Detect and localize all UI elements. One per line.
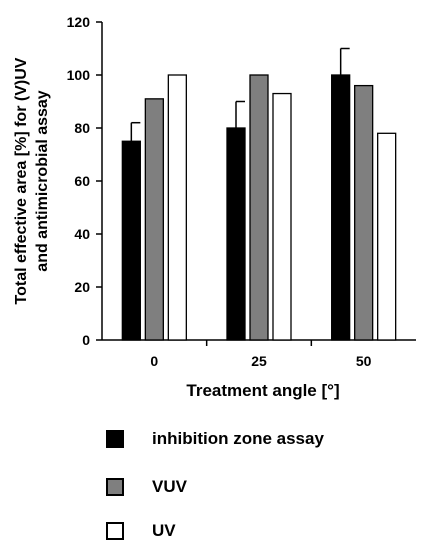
legend-label-uv: UV <box>152 521 176 540</box>
bar-inhibition-zone-assay-0 <box>121 140 141 341</box>
y-tick-label-20: 20 <box>74 279 90 295</box>
y-tick-label-80: 80 <box>74 120 90 136</box>
bar-vuv-0 <box>144 98 164 341</box>
legend-label-inhibition-zone-assay: inhibition zone assay <box>152 429 324 448</box>
y-axis-label-line-2: and antimicrobial assay <box>34 90 51 272</box>
legend-item-inhibition-zone-assay: inhibition zone assay <box>106 428 406 450</box>
legend-swatch-vuv <box>106 478 124 496</box>
bar-vuv-50 <box>354 84 374 341</box>
bar-uv-25 <box>272 92 292 341</box>
bar-inhibition-zone-assay-25 <box>226 127 246 341</box>
bar-inhibition-zone-assay-50 <box>331 74 351 341</box>
chart: 0 20 40 60 80 100 120 0 25 50 Treatment angle [°] T… <box>13 14 416 400</box>
legend-swatch-inhibition-zone-assay <box>106 430 124 448</box>
x-axis-label: Treatment angle [°] <box>186 381 339 400</box>
legend-label-vuv: VUV <box>152 477 187 496</box>
y-tick-label-40: 40 <box>74 226 90 242</box>
legend-swatch-uv <box>106 522 124 540</box>
bar-uv-50 <box>377 132 397 341</box>
y-tick-label-100: 100 <box>67 67 91 83</box>
y-tick-label-60: 60 <box>74 173 90 189</box>
y-tick-label-0: 0 <box>82 332 90 348</box>
x-tick-label-25: 25 <box>251 353 267 369</box>
bar-chart: 0 20 40 60 80 100 120 0 25 50 Treatment angle [°] T… <box>13 14 416 400</box>
x-tick-label-50: 50 <box>356 353 372 369</box>
bar-vuv-25 <box>249 74 269 341</box>
legend-item-uv: UV <box>106 520 406 542</box>
y-axis-label-line-1: Total effective area [%] for (V)UV <box>13 57 30 304</box>
y-tick-label-120: 120 <box>67 14 91 30</box>
bar-uv-0 <box>167 74 187 341</box>
x-tick-label-0: 0 <box>150 353 158 369</box>
legend-item-vuv: VUV <box>106 476 406 498</box>
